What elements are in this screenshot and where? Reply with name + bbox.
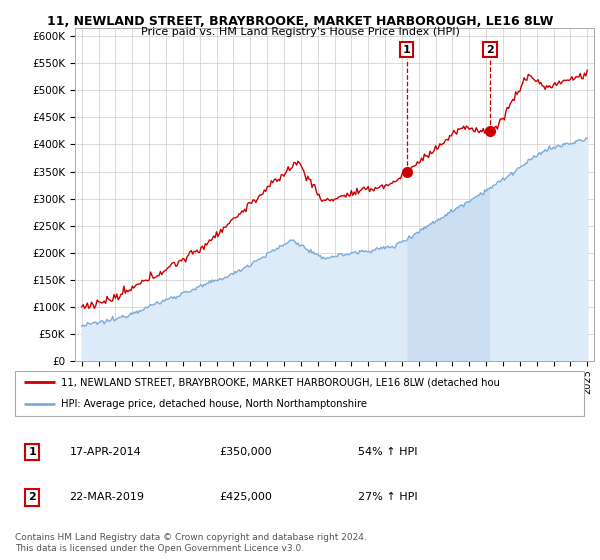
Text: 2: 2 xyxy=(28,492,36,502)
Text: 1: 1 xyxy=(403,45,410,55)
Text: Contains HM Land Registry data © Crown copyright and database right 2024.
This d: Contains HM Land Registry data © Crown c… xyxy=(15,533,367,553)
Text: Price paid vs. HM Land Registry's House Price Index (HPI): Price paid vs. HM Land Registry's House … xyxy=(140,27,460,37)
Text: 22-MAR-2019: 22-MAR-2019 xyxy=(70,492,145,502)
Text: £350,000: £350,000 xyxy=(220,447,272,457)
Text: HPI: Average price, detached house, North Northamptonshire: HPI: Average price, detached house, Nort… xyxy=(61,399,367,409)
Text: £425,000: £425,000 xyxy=(220,492,272,502)
Text: 54% ↑ HPI: 54% ↑ HPI xyxy=(358,447,417,457)
Text: 11, NEWLAND STREET, BRAYBROOKE, MARKET HARBOROUGH, LE16 8LW: 11, NEWLAND STREET, BRAYBROOKE, MARKET H… xyxy=(47,15,553,28)
Text: 17-APR-2014: 17-APR-2014 xyxy=(70,447,142,457)
FancyBboxPatch shape xyxy=(15,371,584,416)
Text: 27% ↑ HPI: 27% ↑ HPI xyxy=(358,492,417,502)
Text: 1: 1 xyxy=(28,447,36,457)
Text: 2: 2 xyxy=(486,45,494,55)
Text: 11, NEWLAND STREET, BRAYBROOKE, MARKET HARBOROUGH, LE16 8LW (detached hou: 11, NEWLAND STREET, BRAYBROOKE, MARKET H… xyxy=(61,377,500,388)
